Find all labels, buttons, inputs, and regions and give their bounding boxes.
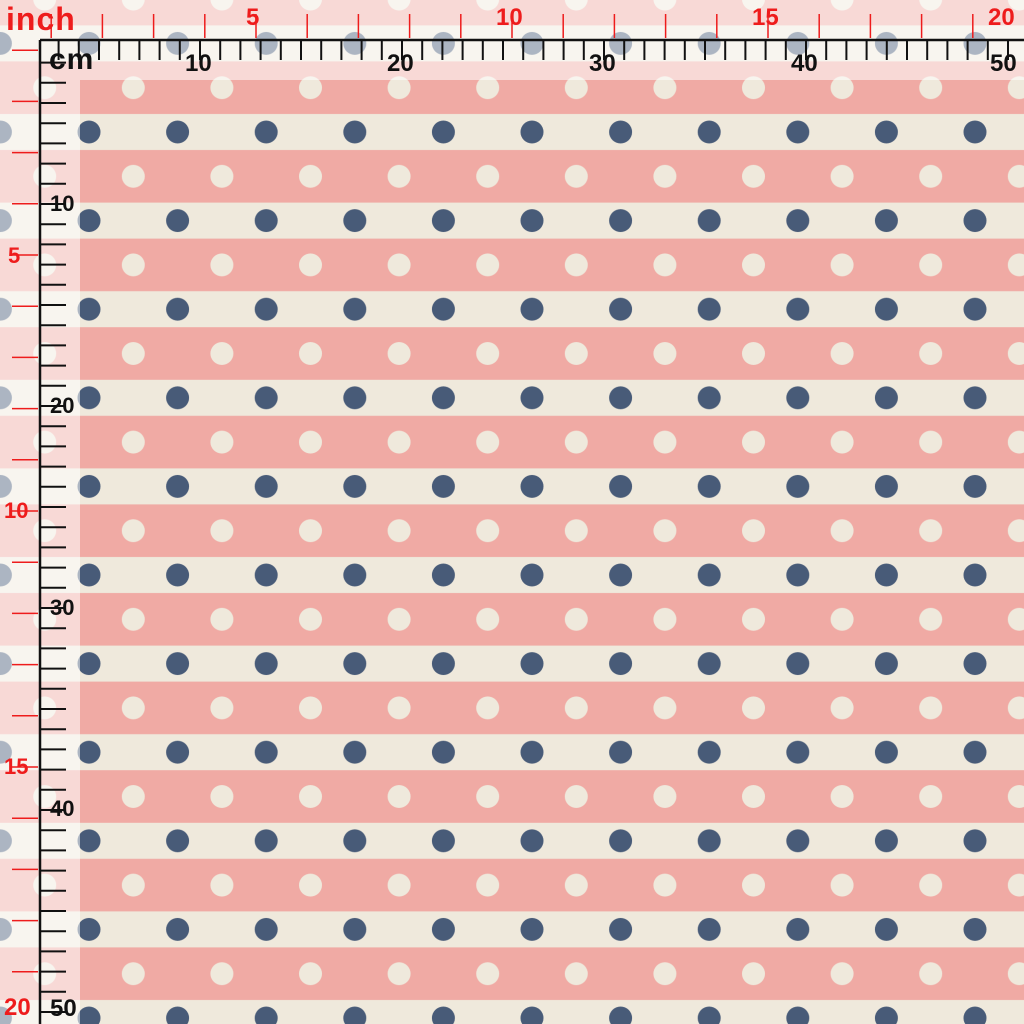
top-cm-label: 20 — [387, 50, 414, 77]
inch-unit-label: inch — [6, 1, 76, 37]
top-cm-label: 40 — [791, 50, 818, 77]
top-inch-label: 5 — [246, 4, 260, 31]
top-inch-label: 10 — [496, 4, 523, 31]
top-cm-label: 10 — [185, 50, 212, 77]
left-cm-label: 40 — [50, 796, 75, 821]
top-inch-label: 20 — [988, 4, 1015, 31]
left-cm-label: 30 — [50, 595, 75, 620]
top-cm-label: 30 — [589, 50, 616, 77]
left-cm-label: 50 — [50, 995, 77, 1022]
top-cm-label: 50 — [990, 50, 1017, 77]
cm-unit-label: cm — [49, 43, 95, 76]
left-cm-label: 10 — [50, 191, 75, 216]
top-inch-label: 15 — [752, 4, 779, 31]
left-cm-label: 20 — [50, 393, 75, 418]
left-inch-label: 15 — [4, 754, 29, 779]
left-inch-label: 10 — [4, 498, 29, 523]
left-inch-label: 20 — [4, 994, 31, 1021]
left-inch-label: 5 — [8, 243, 21, 268]
